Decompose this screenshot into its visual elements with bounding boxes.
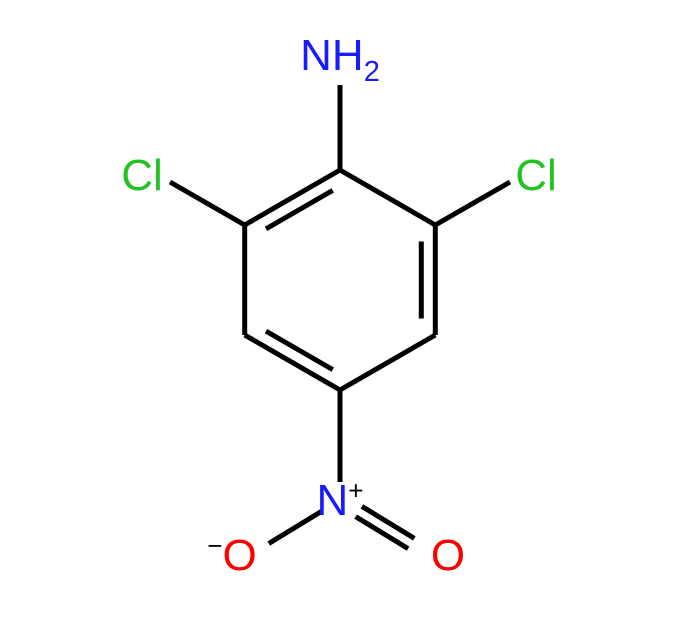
bond: [435, 182, 510, 225]
bond: [170, 182, 245, 225]
bond: [245, 335, 340, 390]
bond: [340, 335, 435, 390]
atom-label-NH2: NH2: [300, 31, 380, 88]
atom-label-O-left: −O: [207, 531, 256, 580]
molecule-canvas: NH2ClClN+−OO: [0, 0, 679, 627]
bond: [340, 170, 435, 225]
bond: [269, 511, 321, 543]
atom-label-Cl-right: Cl: [515, 151, 557, 200]
bond: [245, 170, 340, 225]
atom-label-O-right: O: [431, 531, 465, 580]
atom-label-Cl-left: Cl: [121, 151, 163, 200]
